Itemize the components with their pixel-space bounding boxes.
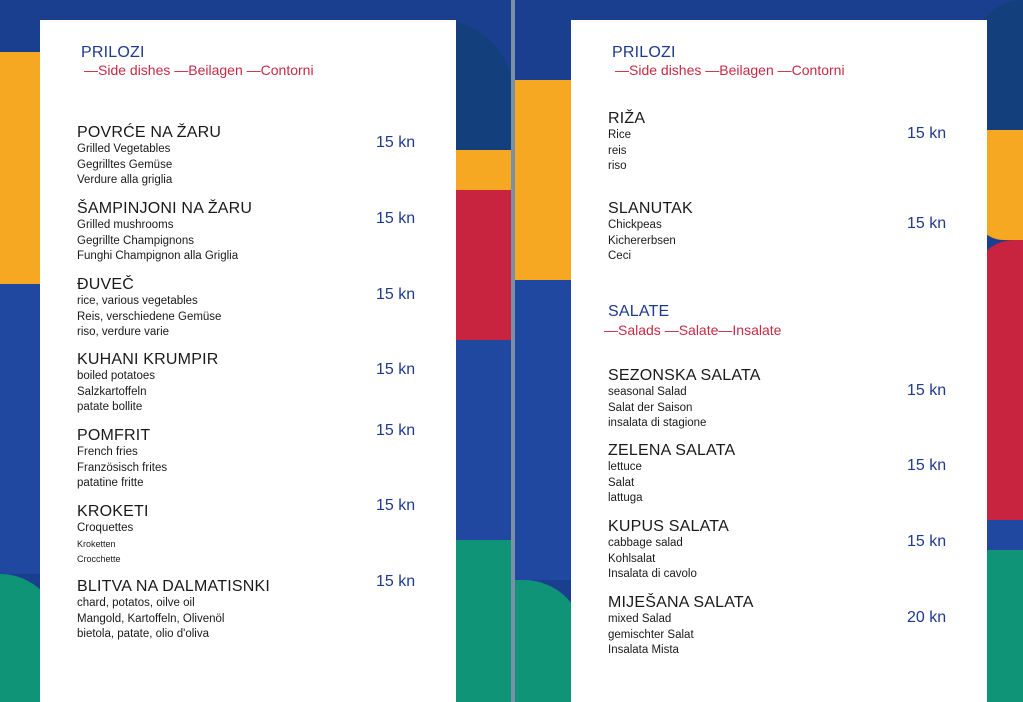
- menu-item: POVRĆE NA ŽARU Grilled Vegetables Gegril…: [77, 123, 417, 189]
- item-price: 20 kn: [907, 609, 947, 626]
- item-desc-de: Gegrilltes Gemüse: [77, 158, 173, 171]
- page-gutter: [511, 0, 515, 702]
- item-desc-de: Salat: [608, 476, 635, 489]
- item-desc-en: lettuce: [608, 461, 642, 473]
- item-name: RIŽA: [608, 110, 646, 127]
- item-name: MIJEŠANA SALATA: [608, 594, 754, 611]
- item-desc-en: cabbage salad: [608, 537, 683, 549]
- item-desc-de: Kohlsalat: [608, 552, 656, 565]
- right-menu-page: PRILOZI —Side dishes —Beilagen —Contorni…: [571, 20, 987, 702]
- section-subtitle: —Side dishes —Beilagen —Contorni: [615, 62, 845, 78]
- item-desc-it: patatine fritte: [77, 477, 144, 489]
- menu-item: RIŽA Rice reis riso: [608, 109, 948, 175]
- item-name: BLITVA NA DALMATISNKI: [77, 578, 270, 595]
- item-name: POVRĆE NA ŽARU: [77, 124, 222, 141]
- item-desc-it: riso, verdure varie: [77, 326, 170, 338]
- item-desc-en: Rice: [608, 129, 632, 141]
- item-desc-it: Ceci: [608, 250, 632, 262]
- menu-item: ĐUVEČ rice, various vegetables Reis, ver…: [77, 275, 417, 341]
- item-price: 15 kn: [907, 382, 947, 399]
- menu-item: MIJEŠANA SALATA mixed Salad gemischter S…: [608, 593, 948, 659]
- item-price: 15 kn: [376, 210, 416, 227]
- item-price: 15 kn: [376, 422, 416, 439]
- menu-item: KUHANI KRUMPIR boiled potatoes Salzkarto…: [77, 350, 417, 416]
- section-subtitle-salads: —Salads —Salate—Insalate: [604, 322, 782, 338]
- item-price: 15 kn: [376, 497, 416, 514]
- menu-item: SEZONSKA SALATA seasonal Salad Salat der…: [608, 366, 948, 432]
- item-name: SEZONSKA SALATA: [608, 367, 761, 384]
- item-desc-en: Chickpeas: [608, 219, 662, 231]
- item-desc-it: Verdure alla griglia: [77, 174, 173, 186]
- item-desc-de: Kichererbsen: [608, 234, 676, 247]
- menu-item: ZELENA SALATA lettuce Salat lattuga: [608, 441, 948, 507]
- item-desc-it: Insalata di cavolo: [608, 568, 697, 580]
- item-name: SLANUTAK: [608, 200, 693, 217]
- item-name: KUPUS SALATA: [608, 518, 729, 535]
- item-desc-de: Kroketten: [77, 538, 116, 549]
- item-price: 15 kn: [376, 286, 416, 303]
- item-desc-en: Grilled Vegetables: [77, 143, 171, 155]
- item-desc-it: lattuga: [608, 492, 643, 504]
- item-desc-de: Reis, verschiedene Gemüse: [77, 310, 222, 323]
- item-desc-en: Grilled mushrooms: [77, 219, 174, 231]
- item-desc-it: insalata di stagione: [608, 417, 707, 429]
- item-desc-de: Mangold, Kartoffeln, Olivenöl: [77, 612, 225, 625]
- item-desc-it: patate bollite: [77, 401, 143, 413]
- item-desc-de: reis: [608, 144, 627, 157]
- item-name: POMFRIT: [77, 427, 151, 444]
- item-desc-de: gemischter Salat: [608, 628, 694, 641]
- item-desc-it: riso: [608, 160, 627, 172]
- item-desc-de: Salat der Saison: [608, 401, 693, 414]
- menu-item: POMFRIT French fries Französisch frites …: [77, 426, 417, 492]
- item-desc-de: Salzkartoffeln: [77, 385, 147, 398]
- item-price: 15 kn: [907, 215, 947, 232]
- left-menu-page: PRILOZI —Side dishes —Beilagen —Contorni…: [40, 20, 456, 702]
- item-name: KUHANI KRUMPIR: [77, 351, 219, 368]
- item-name: KROKETI: [77, 503, 149, 520]
- menu-item: SLANUTAK Chickpeas Kichererbsen Ceci: [608, 199, 948, 265]
- item-desc-de: Gegrillte Champignons: [77, 234, 194, 247]
- item-price: 15 kn: [907, 125, 947, 142]
- item-desc-en: mixed Salad: [608, 613, 672, 625]
- menu-item: KUPUS SALATA cabbage salad Kohlsalat Ins…: [608, 517, 948, 583]
- item-desc-it: bietola, patate, olio d'oliva: [77, 628, 209, 640]
- item-desc-en: chard, potatos, oilve oil: [77, 597, 195, 609]
- section-subtitle: —Side dishes —Beilagen —Contorni: [84, 62, 314, 78]
- menu-item: ŠAMPINJONI NA ŽARU Grilled mushrooms Geg…: [77, 199, 417, 265]
- item-price: 15 kn: [907, 533, 947, 550]
- item-desc-en: seasonal Salad: [608, 386, 687, 398]
- item-desc-it: Crocchette: [77, 554, 121, 564]
- item-price: 15 kn: [907, 457, 947, 474]
- item-price: 15 kn: [376, 573, 416, 590]
- item-desc-en: Croquettes: [77, 522, 134, 534]
- item-desc-en: boiled potatoes: [77, 370, 156, 382]
- item-name: ĐUVEČ: [77, 276, 135, 293]
- item-name: ZELENA SALATA: [608, 442, 736, 459]
- section-title-salate: SALATE: [608, 303, 670, 320]
- item-desc-de: Französisch frites: [77, 461, 168, 474]
- section-title-prilozi: PRILOZI: [612, 44, 676, 61]
- item-name: ŠAMPINJONI NA ŽARU: [77, 200, 253, 217]
- item-desc-en: French fries: [77, 446, 138, 458]
- menu-item: KROKETI Croquettes Kroketten Crocchette: [77, 502, 417, 568]
- item-desc-en: rice, various vegetables: [77, 295, 198, 307]
- item-desc-it: Insalata Mista: [608, 644, 679, 656]
- item-price: 15 kn: [376, 134, 416, 151]
- menu-item: BLITVA NA DALMATISNKI chard, potatos, oi…: [77, 577, 417, 643]
- item-price: 15 kn: [376, 361, 416, 378]
- item-desc-it: Funghi Champignon alla Griglia: [77, 250, 239, 262]
- section-title-prilozi: PRILOZI: [81, 44, 145, 61]
